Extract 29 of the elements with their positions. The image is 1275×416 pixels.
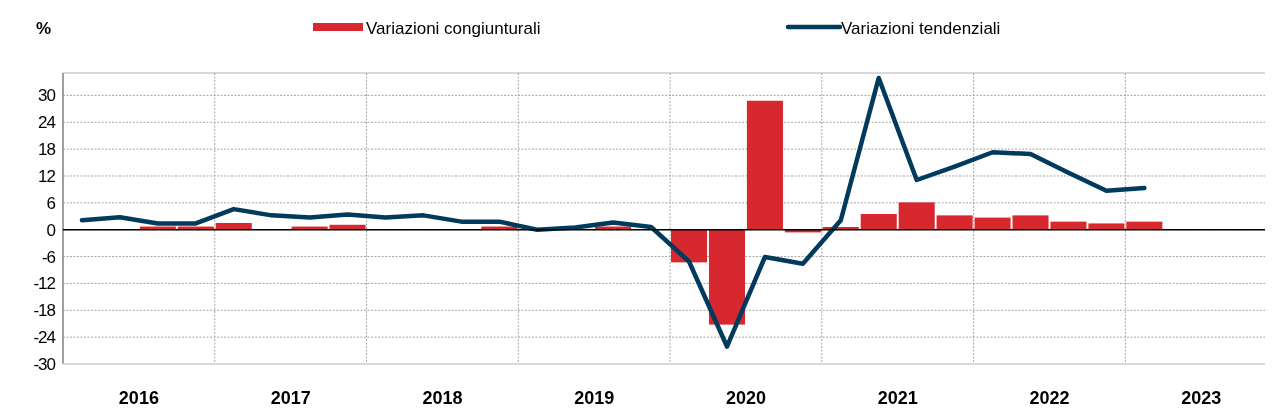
x-tick-label: 2023 [1181,388,1222,408]
bar [860,214,897,230]
y-tick-label: -24 [33,328,56,348]
y-tick-label: -12 [33,274,56,294]
x-tick-label: 2016 [118,388,159,408]
y-tick-label: 12 [38,166,56,186]
y-tick-label: -6 [41,247,56,267]
bar [708,229,746,325]
x-tick-label: 2020 [725,388,766,408]
y-tick-label: 24 [38,113,56,133]
legend-label: Variazioni tendenziali [841,19,1001,38]
bar [898,202,935,230]
bar [746,100,783,230]
y-axis-title: % [36,19,52,38]
x-tick-label: 2018 [422,388,463,408]
x-tick-label: 2021 [877,388,918,408]
y-tick-label: 18 [38,140,56,160]
y-tick-label: 30 [38,86,56,106]
bar [1088,223,1125,230]
legend-label: Variazioni congiunturali [366,19,541,38]
x-tick-label: 2019 [574,388,615,408]
x-tick-label: 2017 [270,388,311,408]
y-tick-label: -30 [33,354,56,374]
x-tick-label: 2022 [1029,388,1070,408]
y-tick-label: 6 [46,193,56,213]
y-tick-label: 0 [46,220,56,240]
bar [936,215,973,230]
y-tick-label: -18 [33,301,56,321]
line-series [79,75,1147,349]
